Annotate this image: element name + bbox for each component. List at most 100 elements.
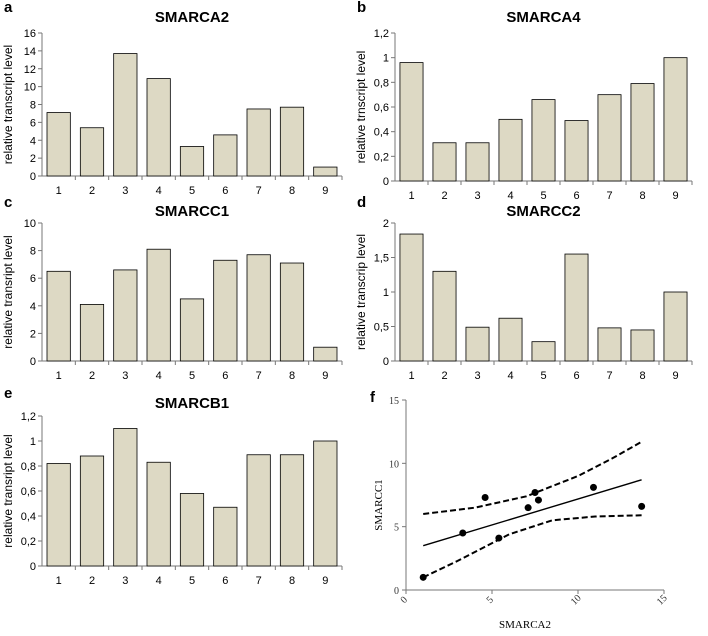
bar-3	[113, 53, 138, 177]
scatter-point-2	[459, 529, 467, 537]
y-tick-label: 8	[30, 246, 36, 258]
y-axis-label: relative trnscript level	[354, 51, 368, 164]
y-tick-label: 10	[24, 218, 36, 230]
x-tick-label: 4	[156, 185, 162, 197]
y-tick-label: 1	[383, 287, 389, 299]
x-tick-label: 7	[606, 370, 612, 382]
bar-5	[531, 99, 556, 182]
y-tick-label: 0	[30, 561, 36, 573]
x-tick-label: 9	[672, 190, 678, 202]
x-axis-label: SMARCA2	[499, 619, 551, 631]
ci-upper-line	[423, 440, 643, 515]
chart-title: SMARCC1	[155, 203, 229, 220]
x-tick-label: 4	[507, 190, 513, 202]
bar-8	[630, 329, 655, 362]
scatter-point-3	[481, 494, 489, 502]
bar-4	[146, 78, 171, 177]
bar-7	[597, 327, 622, 362]
y-tick-label: 6	[30, 117, 36, 129]
x-tick-label: 8	[639, 190, 645, 202]
x-tick-label: 1	[56, 575, 62, 587]
panel-letter: a	[4, 0, 13, 16]
bar-1	[46, 270, 71, 362]
bar-4	[498, 118, 523, 182]
scatter-point-8	[589, 483, 597, 491]
scatter-point-9	[638, 502, 646, 510]
bar-3	[113, 269, 138, 362]
bar-9	[663, 57, 688, 182]
x-tick-label: 4	[156, 575, 162, 587]
bar-7	[246, 254, 271, 362]
scatter-point-5	[524, 504, 532, 512]
x-tick-label: 7	[606, 190, 612, 202]
y-tick-label: 0,8	[374, 77, 389, 89]
y-tick-label: 0	[30, 356, 36, 368]
panel-letter: f	[370, 389, 376, 406]
chart-title: SMARCA4	[506, 9, 581, 26]
y-tick-label: 4	[30, 135, 36, 147]
y-axis-label: relative transcript level	[1, 45, 15, 164]
x-tick-label: 6	[222, 575, 228, 587]
y-tick-label: 1	[30, 436, 36, 448]
x-tick-label: 0	[399, 595, 410, 606]
bar-5	[179, 298, 205, 362]
y-tick-label: 0,4	[374, 127, 389, 139]
y-axis-label: SMARCC1	[373, 479, 385, 530]
bar-5	[179, 493, 205, 567]
x-tick-label: 7	[256, 370, 262, 382]
panel-letter: e	[4, 385, 12, 402]
x-tick-label: 9	[322, 370, 328, 382]
x-tick-label: 6	[573, 190, 579, 202]
y-tick-label: 0,2	[21, 536, 36, 548]
fit-line	[422, 479, 642, 547]
x-tick-label: 3	[122, 575, 128, 587]
scatter-point-4	[495, 534, 503, 542]
x-tick-label: 7	[256, 185, 262, 197]
x-tick-label: 8	[289, 185, 295, 197]
chart-title: SMARCA2	[155, 9, 229, 26]
bar-4	[146, 248, 171, 362]
bar-1	[399, 62, 424, 182]
y-tick-label: 10	[24, 82, 36, 94]
chart-panel-d: d SMARCC2 0 0,5 1 1,5 2 relative transcrip leve…	[354, 194, 693, 382]
y-tick-label: 1	[383, 53, 389, 65]
y-axis-label: relative transript level	[1, 434, 15, 547]
bar-3	[465, 142, 490, 182]
panel-letter: d	[357, 194, 366, 211]
y-tick-label: 2	[30, 328, 36, 340]
bar-8	[630, 83, 655, 182]
y-tick-label: 1,2	[21, 411, 36, 423]
x-tick-label: 1	[56, 185, 62, 197]
y-tick-label: 16	[24, 28, 36, 40]
x-tick-label: 10	[569, 593, 584, 608]
x-tick-label: 1	[408, 190, 414, 202]
ci-lower-line	[422, 514, 642, 579]
y-tick-label: 6	[30, 273, 36, 285]
x-tick-label: 2	[89, 370, 95, 382]
x-tick-label: 3	[122, 185, 128, 197]
bar-4	[498, 317, 523, 362]
bar-1	[46, 112, 71, 177]
y-tick-label: 0	[383, 356, 389, 368]
y-tick-label: 0	[394, 586, 399, 597]
bar-9	[313, 166, 338, 177]
y-tick-label: 0,6	[374, 102, 389, 114]
x-tick-label: 5	[189, 370, 195, 382]
x-tick-label: 1	[56, 370, 62, 382]
scatter-point-1	[419, 573, 427, 581]
chart-title: SMARCB1	[155, 395, 229, 412]
bar-7	[246, 454, 271, 567]
x-tick-label: 5	[189, 185, 195, 197]
chart-panel-c: c SMARCC1 0 2 4 6 8 10 relative transript level 1…	[1, 194, 343, 382]
bar-2	[79, 127, 105, 177]
y-tick-label: 2	[383, 218, 389, 230]
bar-8	[279, 262, 305, 362]
x-tick-label: 6	[222, 185, 228, 197]
x-tick-label: 4	[507, 370, 513, 382]
scatter-point-6	[531, 488, 539, 496]
chart-panel-e: e SMARCB1 0 0,2 0,4 0,6 0,8 1 1,2 relative transr…	[1, 385, 343, 587]
bar-9	[663, 291, 688, 362]
panel-letter: c	[4, 194, 12, 211]
